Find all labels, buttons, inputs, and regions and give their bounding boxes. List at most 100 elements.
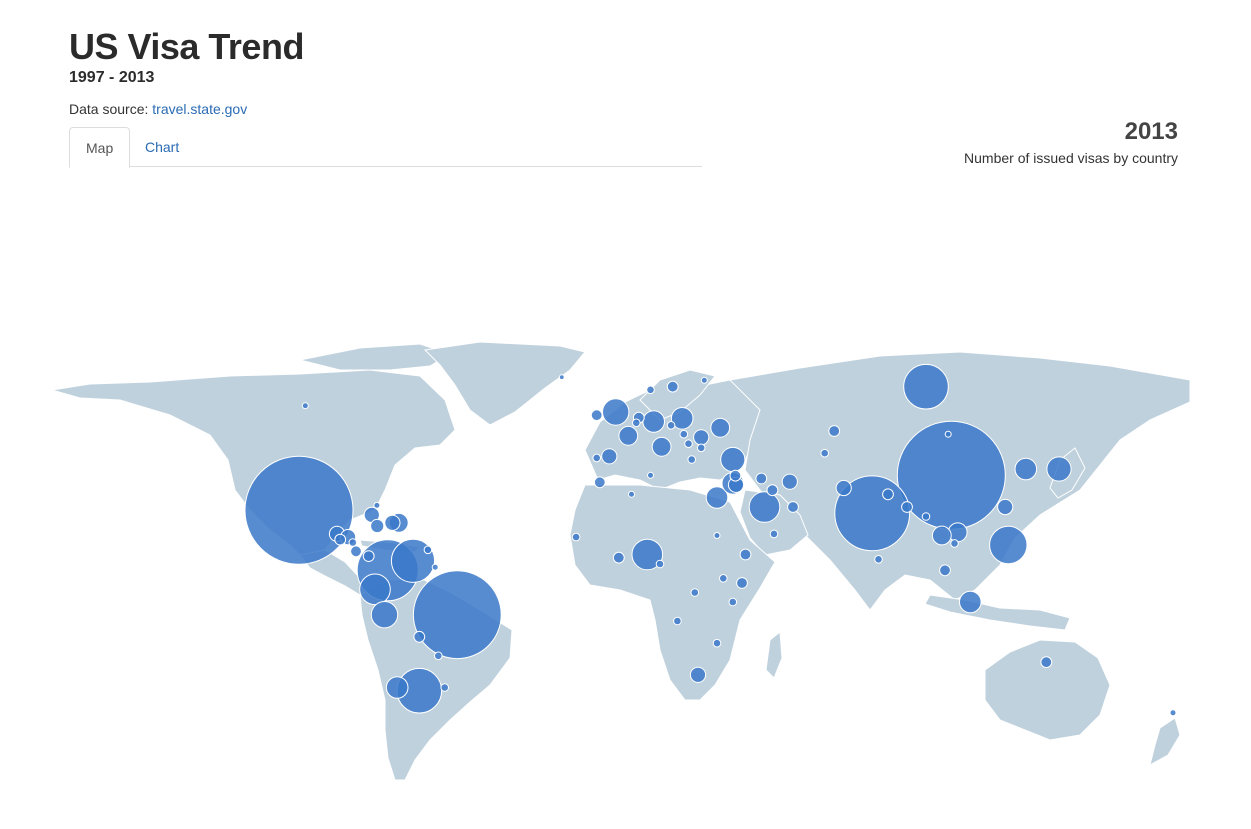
bubble-ireland[interactable]	[590, 409, 603, 422]
land-north-america	[51, 369, 456, 556]
bubble-haiti[interactable]	[384, 514, 401, 531]
bubble-philippines[interactable]	[989, 525, 1028, 565]
bubble-italy[interactable]	[651, 436, 672, 457]
bubble-sri-lanka[interactable]	[874, 555, 883, 564]
bubble-zimbabwe[interactable]	[712, 638, 722, 648]
bubble-bulgaria[interactable]	[696, 443, 706, 453]
bubble-brazil[interactable]	[412, 570, 502, 660]
bubble-uganda[interactable]	[719, 574, 728, 583]
bubble-poland[interactable]	[670, 407, 694, 430]
bubble-mexico[interactable]	[244, 455, 354, 565]
bubble-south-korea[interactable]	[1014, 457, 1038, 481]
bubble-tunisia[interactable]	[647, 471, 654, 479]
bubble-indonesia[interactable]	[959, 590, 982, 614]
tab-chart[interactable]: Chart	[145, 139, 180, 155]
bubble-pakistan[interactable]	[835, 479, 852, 497]
bubble-finland[interactable]	[700, 376, 708, 384]
bubble-norway[interactable]	[646, 385, 655, 395]
land-madagascar	[765, 631, 783, 679]
bubble-nepal[interactable]	[882, 488, 894, 501]
bubble-bolivia[interactable]	[413, 630, 426, 643]
data-source-link[interactable]: travel.state.gov	[152, 101, 248, 117]
bubble-south-africa[interactable]	[689, 666, 707, 683]
year-range-subtitle: 1997 - 2013	[69, 69, 155, 86]
year-panel: 2013 Number of issued visas by country	[964, 118, 1178, 168]
bubble-japan[interactable]	[1046, 456, 1072, 482]
bubble-canada[interactable]	[301, 402, 309, 410]
bubble-uruguay[interactable]	[440, 683, 450, 692]
bubble-lebanon[interactable]	[729, 469, 742, 482]
bubble-angola[interactable]	[673, 616, 682, 626]
data-source-line: Data source: travel.state.gov	[69, 100, 709, 118]
bubble-trinidad[interactable]	[423, 545, 433, 555]
bubble-peru[interactable]	[370, 601, 399, 629]
bubble-egypt[interactable]	[705, 486, 729, 509]
bubble-uae[interactable]	[787, 501, 799, 513]
page-title: US Visa Trend	[69, 26, 304, 67]
bubble-morocco[interactable]	[593, 476, 606, 489]
bubble-senegal[interactable]	[571, 532, 581, 542]
bubble-kenya[interactable]	[736, 577, 748, 589]
world-map[interactable]	[0, 340, 1251, 800]
bubble-bangladesh[interactable]	[901, 501, 913, 513]
bubble-jamaica[interactable]	[370, 518, 385, 534]
bubble-czech-republic[interactable]	[666, 421, 676, 430]
view-tabs: Map Chart	[69, 127, 702, 168]
bubble-tanzania[interactable]	[728, 597, 738, 607]
land-arctic-islands	[299, 343, 452, 371]
bubble-iceland[interactable]	[558, 374, 565, 381]
bubble-taiwan[interactable]	[997, 498, 1014, 516]
bubble-iran[interactable]	[781, 473, 798, 490]
bubble-kuwait[interactable]	[766, 484, 779, 497]
bubble-algeria[interactable]	[628, 490, 635, 498]
bubble-chile[interactable]	[385, 676, 409, 699]
bubble-romania[interactable]	[693, 429, 710, 446]
bubble-ethiopia[interactable]	[739, 548, 752, 561]
bubble-bahamas[interactable]	[373, 501, 381, 509]
bubble-saudi-arabia[interactable]	[748, 491, 781, 523]
bubble-yemen[interactable]	[769, 529, 779, 539]
bubble-turkey[interactable]	[720, 446, 746, 473]
bubble-portugal[interactable]	[592, 453, 602, 463]
bubble-nicaragua[interactable]	[348, 538, 358, 547]
land-greenland	[423, 341, 586, 426]
bubble-new-zealand[interactable]	[1169, 709, 1177, 717]
bubble-sweden[interactable]	[666, 380, 679, 393]
bubble-spain[interactable]	[601, 448, 618, 465]
bubble-paraguay[interactable]	[434, 651, 443, 661]
bubble-thailand[interactable]	[931, 525, 952, 546]
land-new-zealand	[1149, 717, 1181, 766]
bubble-france[interactable]	[618, 425, 639, 446]
bubble-sudan[interactable]	[713, 532, 721, 539]
bubble-ukraine[interactable]	[710, 417, 731, 438]
bubble-dr-congo[interactable]	[690, 588, 700, 597]
bubble-belgium[interactable]	[632, 418, 641, 428]
bubble-panama[interactable]	[362, 550, 375, 563]
bubble-mongolia[interactable]	[944, 430, 952, 438]
bubble-hungary[interactable]	[679, 429, 689, 439]
bubble-uk[interactable]	[602, 398, 630, 426]
bubble-iraq[interactable]	[755, 472, 768, 485]
bubble-ghana[interactable]	[612, 551, 625, 564]
bubble-ecuador[interactable]	[359, 573, 391, 606]
bubble-costa-rica[interactable]	[350, 545, 362, 558]
data-source-label: Data source:	[69, 101, 153, 117]
bubble-germany[interactable]	[642, 410, 666, 433]
current-year: 2013	[1124, 118, 1178, 145]
bubble-china[interactable]	[896, 420, 1006, 530]
bubble-cameroon[interactable]	[655, 559, 665, 569]
bubble-el-salvador[interactable]	[334, 533, 347, 546]
bubble-australia[interactable]	[1040, 656, 1053, 669]
bubble-cambodia[interactable]	[950, 539, 959, 548]
bubble-greece[interactable]	[687, 455, 697, 464]
bubble-malaysia[interactable]	[939, 564, 951, 577]
bubble-serbia[interactable]	[684, 439, 693, 448]
land-australia	[984, 639, 1111, 741]
bubble-myanmar[interactable]	[921, 512, 931, 521]
bubble-guyana[interactable]	[431, 563, 439, 571]
bubble-nigeria[interactable]	[631, 538, 664, 571]
tab-map[interactable]: Map	[69, 127, 131, 168]
bubble-uzbekistan[interactable]	[820, 448, 830, 458]
bubble-russia[interactable]	[903, 363, 949, 410]
bubble-kazakhstan[interactable]	[828, 425, 841, 437]
